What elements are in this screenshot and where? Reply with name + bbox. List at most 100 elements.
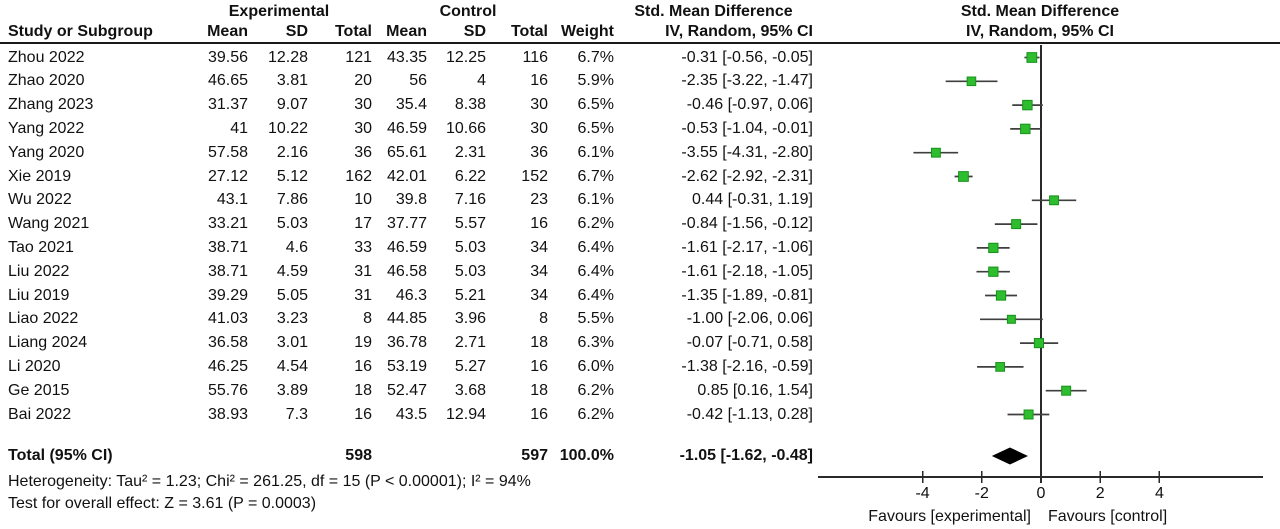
study-marker xyxy=(1026,52,1038,63)
exp-total: 10 xyxy=(354,191,372,209)
study-marker xyxy=(930,147,941,158)
ctl-mean: 53.19 xyxy=(386,358,427,375)
exp-sd: 5.05 xyxy=(276,286,308,304)
smd-plot-title: Std. Mean Difference xyxy=(960,3,1120,20)
ctl-mean: 46.59 xyxy=(386,239,427,256)
exp-total: 33 xyxy=(354,239,372,256)
exp-sd: 3.01 xyxy=(276,334,308,352)
weight: 6.4% xyxy=(577,239,614,256)
study-marker xyxy=(1033,338,1044,349)
ctl-total: 30 xyxy=(530,120,548,137)
exp-sd: 4.54 xyxy=(276,358,308,375)
exp-total: 16 xyxy=(354,405,372,423)
total-row: Total (95% CI) 598 597 100.0% -1.05 [-1.… xyxy=(0,444,813,468)
weight: 6.1% xyxy=(577,143,614,161)
col-header-smd-ci: IV, Random, 95% CI xyxy=(665,23,813,40)
study-marker xyxy=(995,290,1007,301)
study-name: Liu 2019 xyxy=(8,286,70,304)
axis-tick-label: -4 xyxy=(915,485,929,502)
table-row: Liao 2022 41.03 3.23 8 44.85 3.96 8 5.5% -1.00 [… xyxy=(0,307,813,331)
weight: 5.9% xyxy=(577,72,614,90)
ctl-mean: 46.58 xyxy=(386,262,427,280)
ctl-mean: 37.77 xyxy=(386,215,427,233)
study-name: Tao 2021 xyxy=(8,239,74,256)
smd-ci: -3.55 [-4.31, -2.80] xyxy=(681,143,813,161)
col-header-exp-mean: Mean xyxy=(207,23,248,40)
ctl-mean: 52.47 xyxy=(386,381,427,399)
exp-total: 31 xyxy=(354,286,372,304)
ctl-sd: 3.68 xyxy=(454,381,486,399)
axis-tick-label: -2 xyxy=(975,485,989,502)
table-row: Liu 2022 38.71 4.59 31 46.58 5.03 34 6.4% -1.61 … xyxy=(0,260,813,284)
experimental-group-header: Experimental xyxy=(228,3,330,20)
exp-total: 18 xyxy=(354,381,372,399)
ctl-mean: 35.4 xyxy=(395,96,427,114)
weight: 6.0% xyxy=(577,358,614,375)
total-exp-total: 598 xyxy=(345,447,372,464)
ctl-total: 16 xyxy=(530,215,548,233)
smd-ci: 0.44 [-0.31, 1.19] xyxy=(692,191,813,209)
exp-sd: 3.23 xyxy=(276,310,308,328)
col-header-ctl-mean: Mean xyxy=(386,23,427,40)
exp-mean: 39.56 xyxy=(207,48,248,66)
smd-ci: -1.38 [-2.16, -0.59] xyxy=(681,358,813,375)
ctl-mean: 39.8 xyxy=(395,191,427,209)
smd-ci: -0.31 [-0.56, -0.05] xyxy=(681,48,813,66)
summary-diamond xyxy=(991,447,1028,465)
ctl-mean: 43.5 xyxy=(395,405,427,423)
ctl-total: 18 xyxy=(530,381,548,399)
ctl-mean: 46.59 xyxy=(386,120,427,137)
col-header-study: Study or Subgroup xyxy=(8,23,153,40)
ctl-total: 36 xyxy=(530,143,548,161)
study-name: Wu 2022 xyxy=(8,191,72,209)
exp-mean: 39.29 xyxy=(207,286,248,304)
study-marker xyxy=(1023,409,1034,420)
exp-total: 8 xyxy=(363,310,372,328)
ctl-sd: 7.16 xyxy=(454,191,486,209)
total-label: Total (95% CI) xyxy=(8,447,113,464)
ctl-mean: 43.35 xyxy=(386,48,427,66)
exp-mean: 55.76 xyxy=(207,381,248,399)
exp-total: 162 xyxy=(345,167,372,185)
exp-sd: 9.07 xyxy=(276,96,308,114)
exp-mean: 38.71 xyxy=(207,239,248,256)
study-marker xyxy=(1061,385,1072,396)
study-marker xyxy=(1011,219,1022,230)
control-group-header: Control xyxy=(439,3,497,20)
table-row: Yang 2022 41 10.22 30 46.59 10.66 30 6.5% -0.53 … xyxy=(0,117,813,141)
ctl-total: 34 xyxy=(530,239,548,256)
study-marker xyxy=(958,171,969,182)
plot-header-smd-ci: IV, Random, 95% CI xyxy=(966,23,1114,40)
weight: 6.7% xyxy=(577,48,614,66)
total-ci: -1.05 [-1.62, -0.48] xyxy=(679,447,813,464)
exp-sd: 7.86 xyxy=(276,191,308,209)
weight: 6.5% xyxy=(577,120,614,137)
overall-effect-stat: Test for overall effect: Z = 3.61 (P = 0… xyxy=(8,495,317,512)
study-marker xyxy=(1006,314,1016,324)
study-name: Zhao 2020 xyxy=(8,72,85,90)
exp-mean: 31.37 xyxy=(207,96,248,114)
weight: 6.2% xyxy=(577,405,614,423)
study-marker xyxy=(988,242,999,254)
ctl-sd: 10.66 xyxy=(445,120,486,137)
exp-total: 121 xyxy=(345,48,372,66)
ctl-sd: 12.94 xyxy=(445,405,486,423)
smd-ci: -1.35 [-1.89, -0.81] xyxy=(681,286,813,304)
ctl-total: 23 xyxy=(530,191,548,209)
ctl-total: 116 xyxy=(522,48,548,66)
weight: 6.3% xyxy=(577,334,614,352)
col-header-ctl-sd: SD xyxy=(463,23,486,40)
weight: 6.2% xyxy=(577,215,614,233)
exp-sd: 12.28 xyxy=(267,48,308,66)
exp-mean: 46.65 xyxy=(207,72,248,90)
study-marker xyxy=(1049,195,1059,206)
ctl-total: 152 xyxy=(521,167,548,185)
ctl-sd: 5.21 xyxy=(454,286,486,304)
ctl-total: 16 xyxy=(530,358,548,375)
col-header-exp-sd: SD xyxy=(285,23,308,40)
ctl-sd: 2.71 xyxy=(454,334,486,352)
table-row: Li 2020 46.25 4.54 16 53.19 5.27 16 6.0% -1.38 [… xyxy=(0,355,813,379)
study-name: Yang 2020 xyxy=(8,143,85,161)
exp-total: 30 xyxy=(354,120,372,137)
